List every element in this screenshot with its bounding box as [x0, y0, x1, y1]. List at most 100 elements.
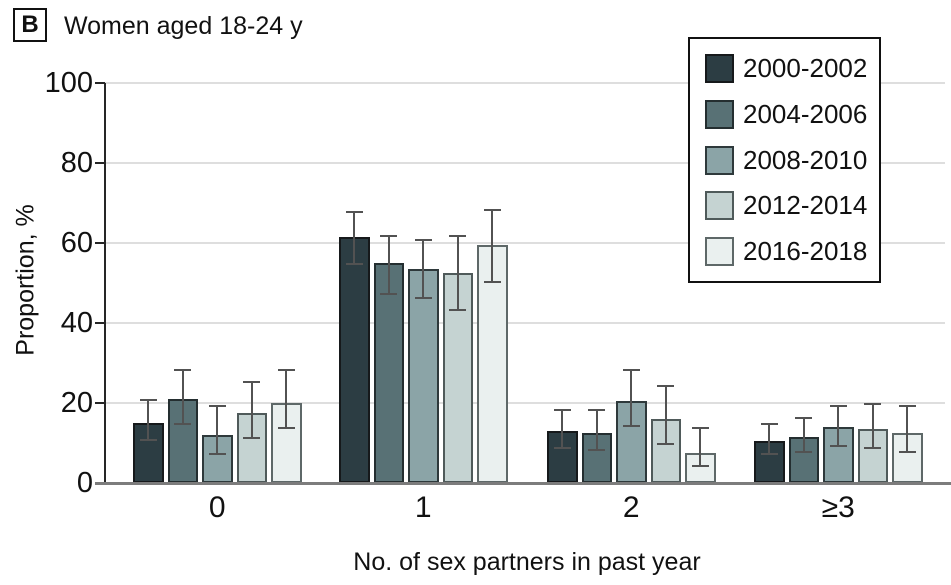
- error-bar-line: [250, 381, 253, 439]
- error-bar-line: [699, 427, 702, 467]
- error-bar-line: [595, 409, 598, 451]
- x-tick-label: ≥3: [821, 491, 855, 524]
- error-bar-cap-bottom: [380, 293, 398, 295]
- error-bar-line: [387, 235, 390, 295]
- y-tick-label: 60: [60, 226, 93, 259]
- error-bar-cap-top: [174, 369, 192, 371]
- error-bar-cap-bottom: [657, 443, 675, 445]
- error-bar-line: [630, 369, 633, 427]
- error-bar-cap-top: [588, 409, 606, 411]
- error-bar-cap-bottom: [898, 451, 916, 453]
- error-bar-cap-top: [795, 417, 813, 419]
- error-bar-cap-top: [345, 211, 363, 213]
- bar: [339, 237, 370, 483]
- x-tick-label: 1: [414, 491, 432, 524]
- y-axis: [104, 83, 106, 483]
- bar: [477, 245, 508, 483]
- error-bar-cap-bottom: [345, 263, 363, 265]
- error-bar-cap-bottom: [449, 309, 467, 311]
- gridline: [105, 82, 945, 84]
- figure-title: Women aged 18-24 y: [64, 12, 303, 40]
- error-bar-cap-top: [622, 369, 640, 371]
- y-tick-label: 100: [44, 66, 93, 99]
- legend-label: 2008-2010: [743, 144, 868, 175]
- bar: [373, 263, 404, 483]
- gridline: [105, 322, 945, 324]
- x-tick-label: 2: [622, 491, 640, 524]
- error-bar-cap-top: [243, 381, 261, 383]
- error-bar-cap-top: [483, 209, 501, 211]
- y-tick: [95, 242, 105, 244]
- legend-item: 2000-2002: [705, 54, 867, 83]
- error-bar-cap-top: [380, 235, 398, 237]
- gridline: [105, 242, 945, 244]
- error-bar-line: [285, 369, 288, 429]
- panel-letter-badge: B: [13, 8, 47, 42]
- legend-swatch-icon: [705, 237, 734, 266]
- error-bar-line: [768, 423, 771, 455]
- error-bar-line: [561, 409, 564, 449]
- error-bar-line: [906, 405, 909, 453]
- error-bar-line: [181, 369, 184, 425]
- legend-item: 2004-2006: [705, 98, 868, 129]
- y-tick: [95, 162, 105, 164]
- error-bar-cap-bottom: [760, 453, 778, 455]
- error-bar-cap-bottom: [829, 445, 847, 447]
- legend-item: 2012-2014: [705, 190, 868, 221]
- y-tick: [95, 402, 105, 404]
- y-tick-label: 80: [60, 146, 93, 179]
- error-bar-cap-bottom: [174, 423, 192, 425]
- error-bar-cap-top: [139, 399, 157, 401]
- error-bar-cap-bottom: [795, 451, 813, 453]
- y-tick-label: 40: [60, 306, 93, 339]
- x-axis: [95, 482, 951, 485]
- y-tick: [95, 322, 105, 324]
- bar: [408, 269, 439, 483]
- error-bar-line: [422, 239, 425, 299]
- error-bar-cap-top: [414, 239, 432, 241]
- error-bar-cap-bottom: [553, 447, 571, 449]
- error-bar-line: [802, 417, 805, 453]
- legend-item: 2016-2018: [705, 237, 867, 266]
- legend-swatch-icon: [705, 145, 734, 175]
- error-bar-cap-bottom: [588, 449, 606, 451]
- error-bar-cap-top: [829, 405, 847, 407]
- error-bar-cap-top: [208, 405, 226, 407]
- legend-label: 2016-2018: [743, 236, 868, 266]
- error-bar-cap-top: [691, 427, 709, 429]
- error-bar-cap-top: [864, 403, 882, 405]
- y-tick: [95, 82, 105, 84]
- gridline: [105, 402, 945, 404]
- error-bar-cap-bottom: [414, 297, 432, 299]
- error-bar-line: [147, 399, 150, 441]
- error-bar-cap-bottom: [864, 447, 882, 449]
- error-bar-line: [491, 209, 494, 283]
- error-bar-cap-top: [449, 235, 467, 237]
- legend-label: 2000-2002: [743, 53, 868, 83]
- x-axis-title: No. of sex partners in past year: [353, 548, 701, 576]
- error-bar-cap-top: [657, 385, 675, 387]
- legend-label: 2012-2014: [743, 190, 868, 221]
- error-bar-cap-top: [277, 369, 295, 371]
- error-bar-cap-bottom: [139, 439, 157, 441]
- legend: 2000-2002 2004-2006 2008-2010 2012-2014 2016…: [688, 37, 881, 283]
- error-bar-cap-top: [760, 423, 778, 425]
- error-bar-cap-bottom: [208, 453, 226, 455]
- error-bar-line: [456, 235, 459, 311]
- x-tick-label: 0: [208, 491, 226, 524]
- error-bar-cap-bottom: [277, 427, 295, 429]
- gridline: [105, 162, 945, 164]
- bar: [167, 399, 198, 483]
- error-bar-cap-bottom: [691, 465, 709, 467]
- error-bar-cap-top: [898, 405, 916, 407]
- y-tick-label: 0: [76, 466, 93, 499]
- legend-item: 2008-2010: [705, 144, 868, 175]
- error-bar-cap-bottom: [243, 437, 261, 439]
- bar: [788, 437, 819, 483]
- legend-swatch-icon: [705, 191, 734, 221]
- legend-label: 2004-2006: [743, 98, 868, 129]
- error-bar-line: [664, 385, 667, 445]
- error-bar-cap-bottom: [622, 425, 640, 427]
- error-bar-line: [353, 211, 356, 265]
